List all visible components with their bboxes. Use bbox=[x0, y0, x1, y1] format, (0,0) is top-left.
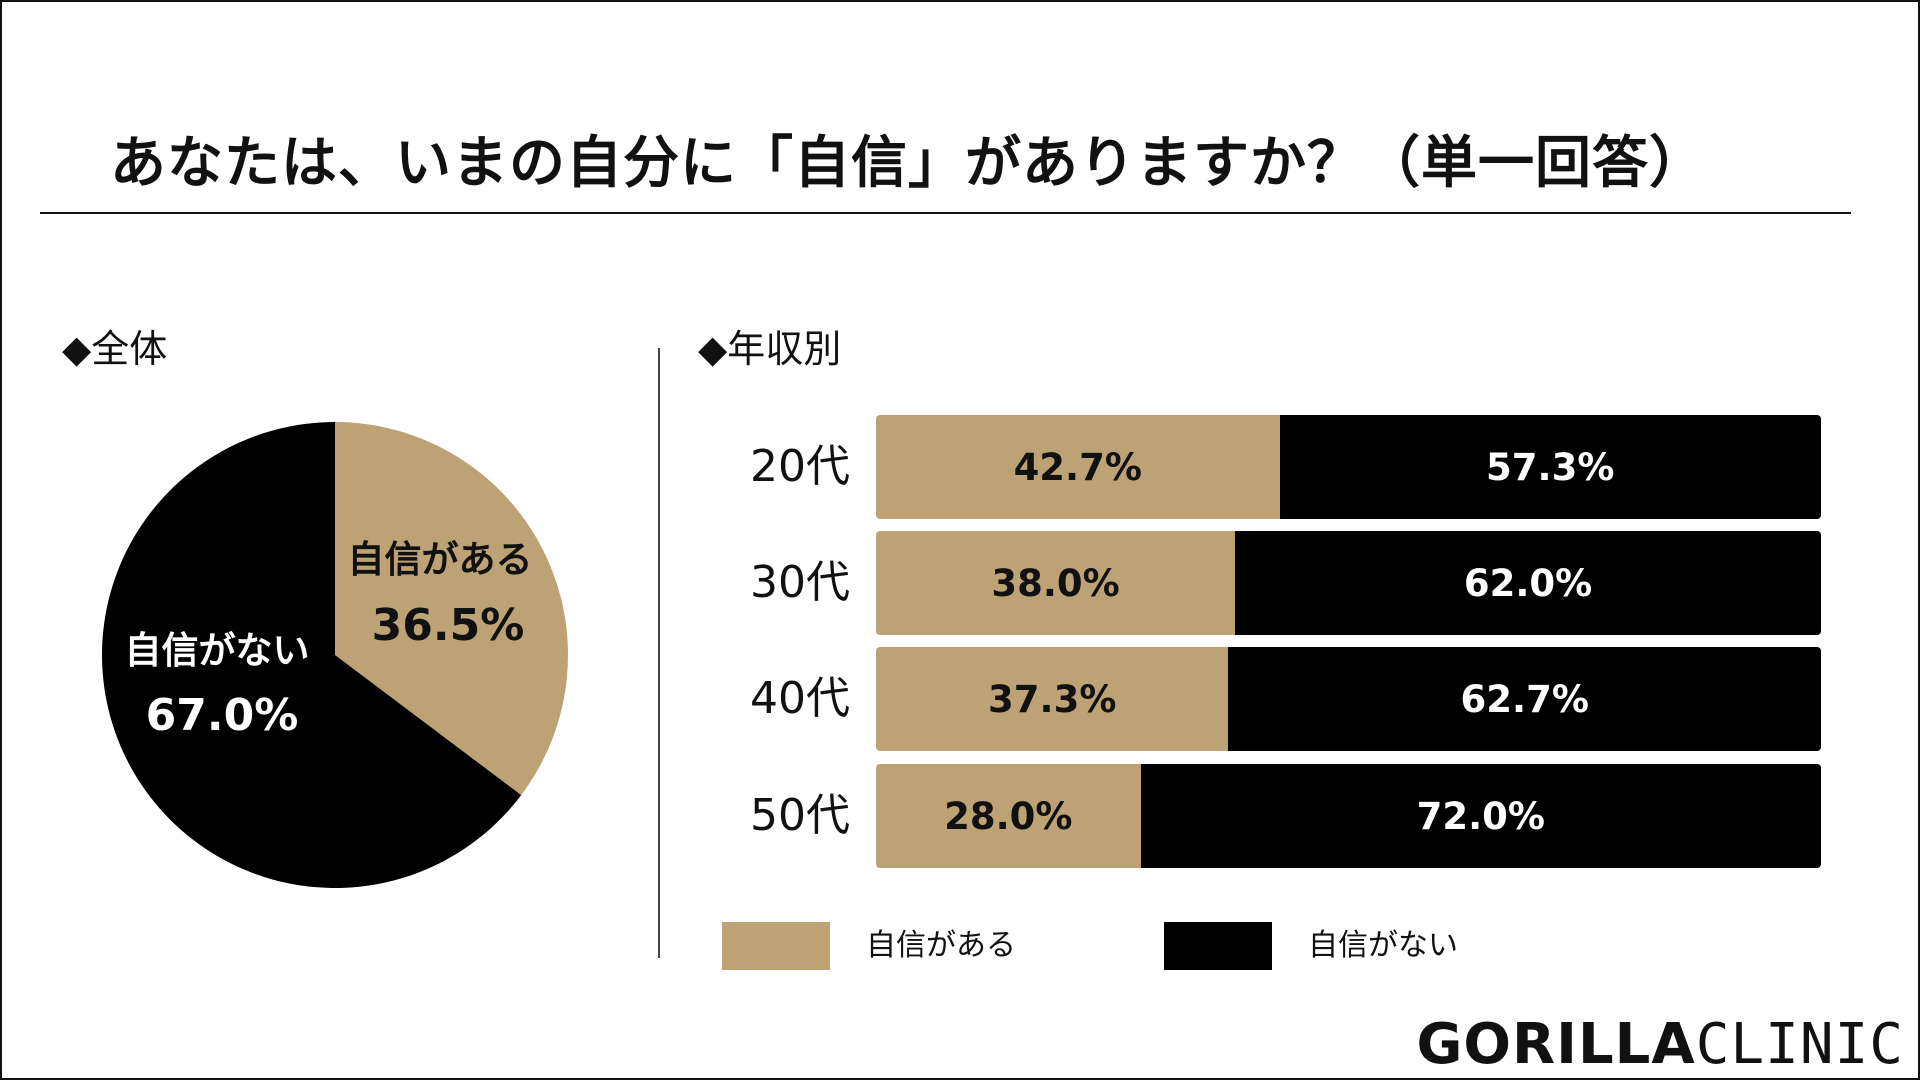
bar-segment-not-confident: 57.3% bbox=[1279, 415, 1821, 519]
pie-value-confident: 36.5% bbox=[372, 600, 525, 651]
bar-row-20s: 42.7% 57.3% bbox=[876, 415, 1821, 519]
section-divider bbox=[658, 348, 660, 958]
bar-segment-not-confident: 62.7% bbox=[1228, 647, 1821, 751]
pie-slice-not-confident bbox=[101, 422, 522, 888]
brand-logo-light: CLINIC bbox=[1695, 1012, 1904, 1077]
bar-category-label: 20代 bbox=[750, 441, 850, 492]
bar-row-40s: 37.3% 62.7% bbox=[876, 647, 1821, 751]
chart-title: あなたは、いまの自分に「自信」がありますか？（単一回答） bbox=[110, 131, 1706, 196]
bar-segment-confident: 38.0% bbox=[876, 531, 1236, 635]
legend-label-not-confident: 自信がない bbox=[1308, 928, 1458, 963]
overall-pie-chart: 自信がある 36.5% 自信がない 67.0% bbox=[101, 422, 568, 888]
pie-value-not-confident: 67.0% bbox=[146, 690, 299, 741]
legend-label-confident: 自信がある bbox=[866, 928, 1016, 963]
bar-category-label: 30代 bbox=[750, 557, 850, 608]
bar-row-50s: 28.0% 72.0% bbox=[876, 764, 1821, 868]
bar-segment-not-confident: 72.0% bbox=[1140, 764, 1821, 868]
bar-category-label: 50代 bbox=[750, 790, 850, 841]
bar-segment-confident: 37.3% bbox=[876, 647, 1229, 751]
income-section-heading: ◆年収別 bbox=[698, 327, 842, 371]
pie-label-not-confident: 自信がない bbox=[125, 629, 310, 672]
bar-row-30s: 38.0% 62.0% bbox=[876, 531, 1821, 635]
overall-section-heading: ◆全体 bbox=[62, 327, 168, 371]
bar-segment-confident: 28.0% bbox=[876, 764, 1141, 868]
legend-swatch-not-confident bbox=[1164, 922, 1272, 970]
bar-segment-confident: 42.7% bbox=[876, 415, 1280, 519]
pie-slice-confident bbox=[335, 422, 568, 796]
pie-label-confident: 自信がある bbox=[348, 538, 533, 581]
bar-category-label: 40代 bbox=[750, 673, 850, 724]
legend-swatch-confident bbox=[722, 922, 830, 970]
brand-logo: GORILLACLINIC bbox=[1416, 1012, 1904, 1077]
bar-segment-not-confident: 62.0% bbox=[1235, 531, 1821, 635]
brand-logo-bold: GORILLA bbox=[1416, 1012, 1696, 1077]
title-underline bbox=[40, 212, 1851, 214]
